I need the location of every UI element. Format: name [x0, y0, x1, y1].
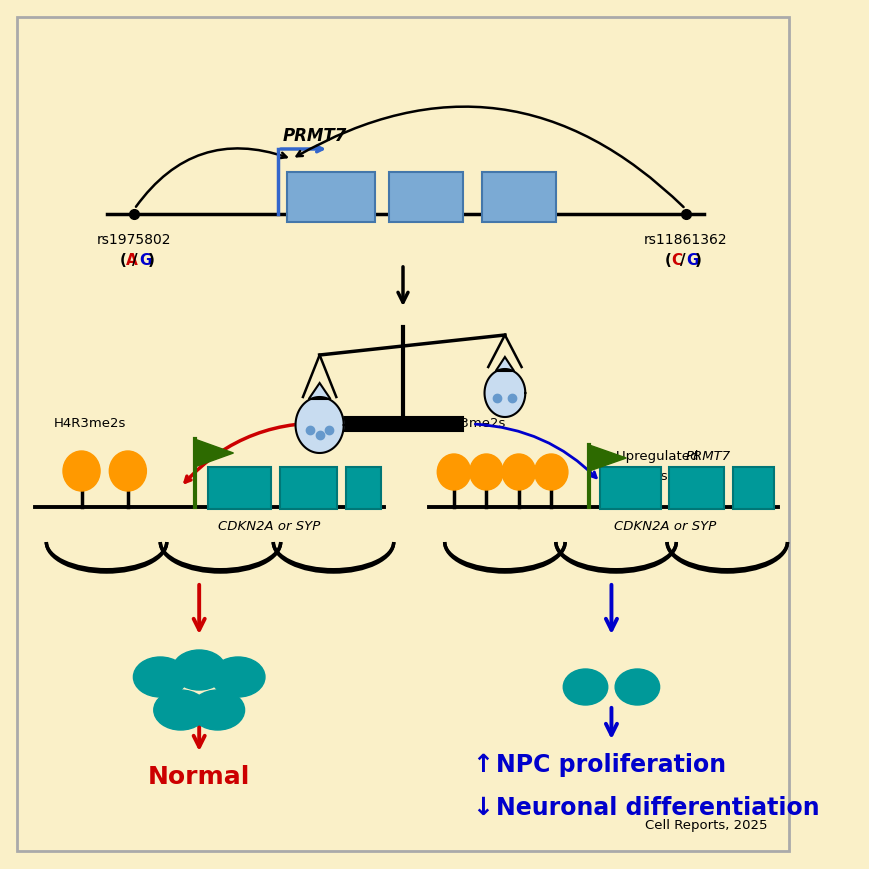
- Text: ): ): [147, 253, 154, 268]
- Text: /: /: [680, 253, 685, 268]
- Text: H4R3me2s: H4R3me2s: [433, 416, 506, 429]
- Polygon shape: [195, 440, 233, 468]
- Text: PRMT7: PRMT7: [282, 127, 347, 145]
- Text: G: G: [139, 253, 151, 268]
- Text: G: G: [686, 253, 698, 268]
- Circle shape: [501, 454, 534, 490]
- Polygon shape: [588, 446, 626, 472]
- FancyBboxPatch shape: [17, 18, 788, 851]
- Bar: [600, 468, 660, 509]
- Ellipse shape: [190, 690, 244, 730]
- Ellipse shape: [562, 669, 607, 705]
- Bar: [209, 468, 271, 509]
- Text: A: A: [126, 253, 137, 268]
- Text: Upregulated: Upregulated: [615, 449, 702, 462]
- Text: ↓: ↓: [472, 795, 493, 819]
- Text: C: C: [671, 253, 682, 268]
- Bar: [732, 468, 773, 509]
- Bar: [287, 173, 375, 222]
- Polygon shape: [484, 369, 525, 417]
- Circle shape: [437, 454, 470, 490]
- Polygon shape: [295, 397, 343, 454]
- Ellipse shape: [133, 657, 187, 697]
- Text: expression: expression: [615, 469, 687, 482]
- Ellipse shape: [614, 669, 659, 705]
- Bar: [345, 468, 381, 509]
- Bar: [481, 173, 555, 222]
- Text: (: (: [119, 253, 126, 268]
- Circle shape: [109, 452, 146, 492]
- Text: rs1975802: rs1975802: [97, 233, 171, 247]
- Text: Normal: Normal: [148, 764, 250, 788]
- Polygon shape: [495, 357, 514, 372]
- Text: Cell Reports, 2025: Cell Reports, 2025: [644, 818, 766, 831]
- Ellipse shape: [154, 690, 208, 730]
- Text: Neuronal differentiation: Neuronal differentiation: [495, 795, 819, 819]
- Circle shape: [469, 454, 502, 490]
- Bar: [280, 468, 337, 509]
- Text: ↑: ↑: [472, 753, 493, 776]
- Ellipse shape: [211, 657, 265, 697]
- Ellipse shape: [172, 650, 226, 690]
- Bar: [388, 173, 462, 222]
- Text: CDKN2A or SYP: CDKN2A or SYP: [217, 520, 320, 533]
- Polygon shape: [308, 383, 330, 400]
- Bar: [342, 417, 462, 432]
- Text: rs11861362: rs11861362: [643, 233, 726, 247]
- Circle shape: [63, 452, 100, 492]
- Text: H4R3me2s: H4R3me2s: [54, 416, 126, 429]
- Text: CDKN2A or SYP: CDKN2A or SYP: [614, 520, 715, 533]
- Text: ): ): [694, 253, 701, 268]
- Bar: [668, 468, 724, 509]
- Text: /: /: [132, 253, 138, 268]
- Text: (: (: [665, 253, 671, 268]
- Text: NPC proliferation: NPC proliferation: [495, 753, 725, 776]
- Text: PRMT7: PRMT7: [685, 449, 730, 462]
- Circle shape: [534, 454, 567, 490]
